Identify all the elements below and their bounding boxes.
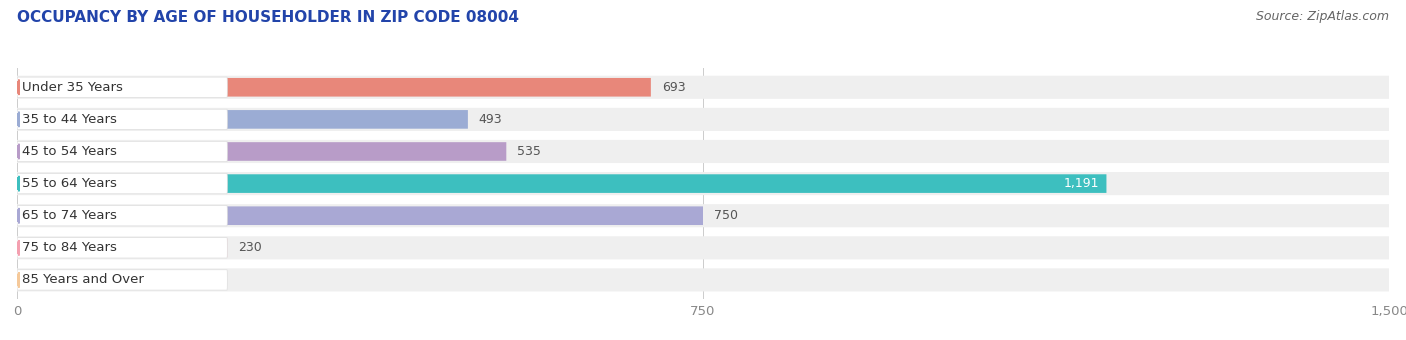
Text: 45 to 54 Years: 45 to 54 Years [22,145,117,158]
Text: Source: ZipAtlas.com: Source: ZipAtlas.com [1256,10,1389,23]
Text: 750: 750 [714,209,738,222]
Text: 75 to 84 Years: 75 to 84 Years [22,241,117,254]
FancyBboxPatch shape [17,238,228,258]
Text: OCCUPANCY BY AGE OF HOUSEHOLDER IN ZIP CODE 08004: OCCUPANCY BY AGE OF HOUSEHOLDER IN ZIP C… [17,10,519,25]
Text: 122: 122 [139,273,163,286]
FancyBboxPatch shape [17,270,228,290]
FancyBboxPatch shape [17,78,651,97]
FancyBboxPatch shape [17,236,1389,259]
FancyBboxPatch shape [17,271,128,289]
FancyBboxPatch shape [17,141,228,162]
FancyBboxPatch shape [17,172,1389,195]
Text: 55 to 64 Years: 55 to 64 Years [22,177,117,190]
FancyBboxPatch shape [17,110,468,129]
FancyBboxPatch shape [17,206,228,226]
FancyBboxPatch shape [17,142,506,161]
FancyBboxPatch shape [17,239,228,257]
Text: 65 to 74 Years: 65 to 74 Years [22,209,117,222]
FancyBboxPatch shape [17,108,1389,131]
Text: 85 Years and Over: 85 Years and Over [22,273,143,286]
FancyBboxPatch shape [17,268,1389,291]
FancyBboxPatch shape [17,77,228,98]
Text: 535: 535 [517,145,541,158]
Text: 1,191: 1,191 [1063,177,1099,190]
FancyBboxPatch shape [17,206,703,225]
Text: 693: 693 [662,81,686,94]
Text: 230: 230 [238,241,262,254]
FancyBboxPatch shape [17,174,1107,193]
FancyBboxPatch shape [17,204,1389,227]
Text: 493: 493 [479,113,502,126]
FancyBboxPatch shape [17,76,1389,99]
Text: Under 35 Years: Under 35 Years [22,81,122,94]
Text: 35 to 44 Years: 35 to 44 Years [22,113,117,126]
FancyBboxPatch shape [17,173,228,194]
FancyBboxPatch shape [17,140,1389,163]
FancyBboxPatch shape [17,109,228,130]
